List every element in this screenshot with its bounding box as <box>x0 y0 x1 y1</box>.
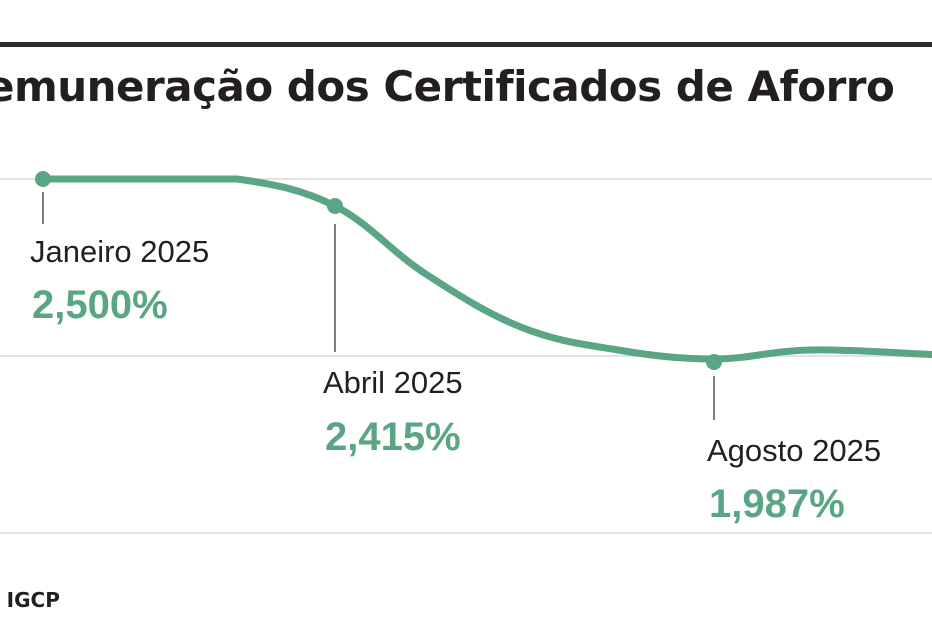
source-note: e IGCP <box>0 588 60 612</box>
callout-label: Abril 2025 <box>323 365 463 400</box>
chart-title: emuneração dos Certificados de Aforro <box>0 62 895 111</box>
source-name: IGCP <box>6 588 60 612</box>
data-point-marker <box>35 171 51 187</box>
callout-label: Agosto 2025 <box>707 433 881 468</box>
callout-value: 2,415% <box>325 415 461 459</box>
callout-label: Janeiro 2025 <box>30 234 209 269</box>
callout-value: 1,987% <box>709 482 845 526</box>
top-rule <box>0 42 932 47</box>
series-line <box>39 175 932 363</box>
callout-value: 2,500% <box>32 283 168 327</box>
data-point-marker <box>327 198 343 214</box>
data-point-marker <box>706 354 722 370</box>
source-prefix: e <box>0 588 7 612</box>
